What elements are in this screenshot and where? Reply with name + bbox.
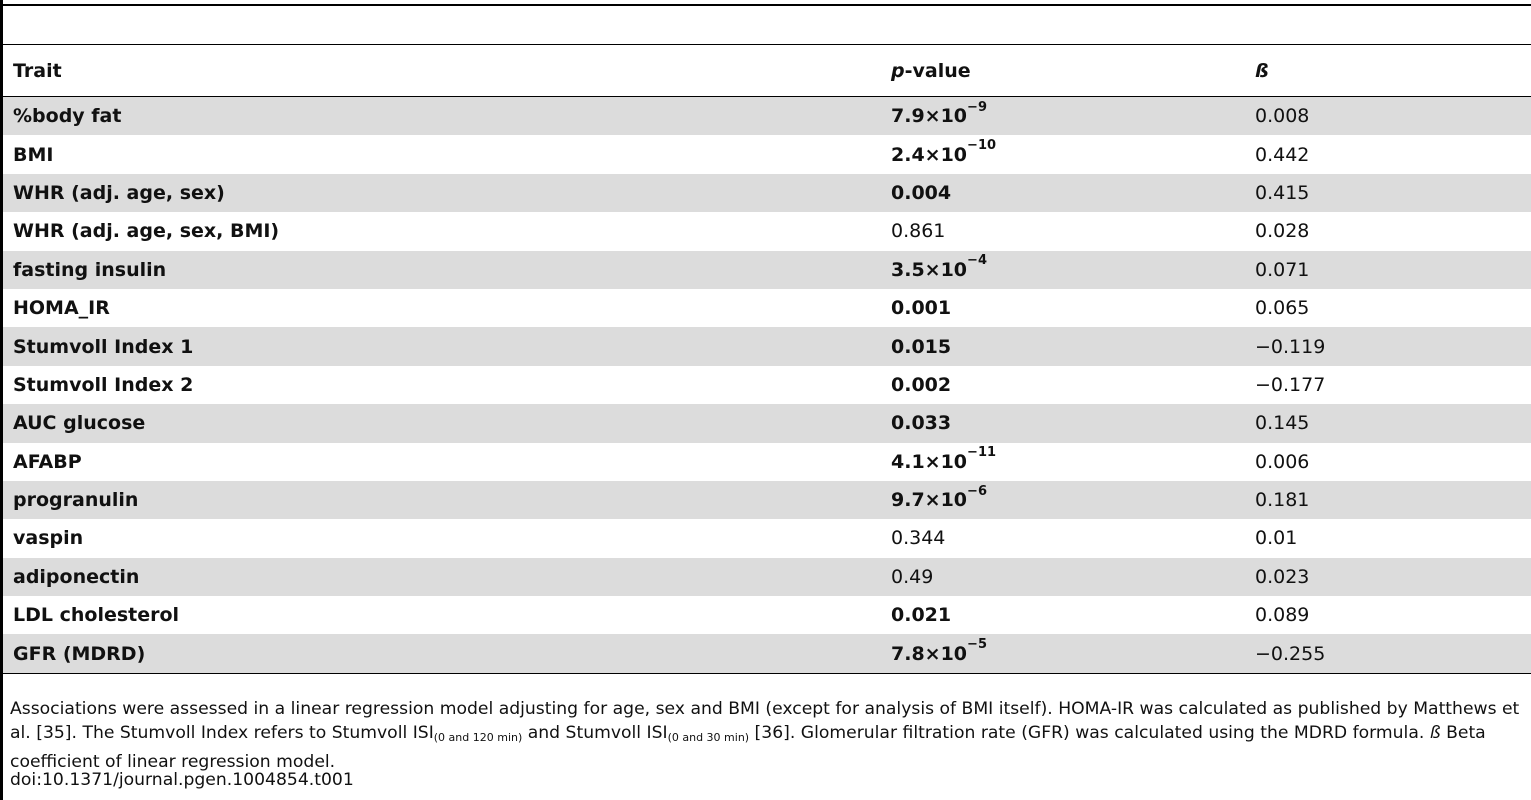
beta-cell: 0.089 (1255, 604, 1310, 627)
trait-cell: %body fat (13, 105, 122, 128)
table-row: HOMA_IR 0.001 0.065 (3, 289, 1531, 327)
footnote-sub2: (0 and 30 min) (667, 731, 750, 744)
data-table: Trait p -value ß %body fat 7.9 ×10 −9 0.008 BM… (3, 45, 1531, 674)
pvalue-cell: 0.861 (891, 220, 946, 243)
trait-cell: AUC glucose (13, 412, 146, 435)
table-row: vaspin 0.344 0.01 (3, 519, 1531, 557)
trait-cell: LDL cholesterol (13, 604, 180, 627)
footnote-part3: [36]. Glomerular filtration rate (GFR) w… (749, 723, 1430, 743)
header-pvalue-rest: -value (904, 59, 971, 82)
table-body: %body fat 7.9 ×10 −9 0.008 BMI 2.4 ×10 −10 0.442 W… (3, 97, 1531, 674)
table-row: BMI 2.4 ×10 −10 0.442 (3, 135, 1531, 173)
footnote-beta-symbol: ß (1429, 723, 1441, 743)
pvalue-mantissa: 3.5 (891, 258, 925, 281)
pvalue-mantissa: 9.7 (891, 489, 925, 512)
trait-cell: HOMA_IR (13, 297, 110, 320)
table-row: AUC glucose 0.033 0.145 (3, 404, 1531, 443)
pvalue-times-ten: ×10 (924, 450, 968, 473)
beta-cell: 0.065 (1255, 297, 1310, 320)
beta-cell: 0.023 (1255, 565, 1310, 588)
table-header-rule (0, 44, 1531, 45)
beta-cell: −0.119 (1255, 335, 1326, 358)
beta-cell: 0.071 (1255, 258, 1310, 281)
pvalue-cell: 4.1 ×10 −11 (891, 443, 996, 481)
pvalue-exponent: −10 (967, 138, 997, 154)
trait-cell: GFR (MDRD) (13, 642, 146, 665)
pvalue-exponent: −4 (967, 253, 987, 269)
pvalue-cell: 7.8 ×10 −5 (891, 634, 987, 672)
trait-cell: WHR (adj. age, sex) (13, 181, 225, 204)
pvalue-cell: 3.5 ×10 −4 (891, 251, 987, 289)
table-row: WHR (adj. age, sex, BMI) 0.861 0.028 (3, 212, 1531, 250)
trait-cell: adiponectin (13, 565, 140, 588)
pvalue-mantissa: 4.1 (891, 450, 925, 473)
beta-cell: 0.415 (1255, 181, 1310, 204)
table-top-rule (0, 4, 1531, 6)
pvalue-mantissa: 7.9 (891, 105, 925, 128)
trait-cell: Stumvoll Index 2 (13, 373, 194, 396)
pvalue-times-ten: ×10 (924, 642, 968, 665)
footnote-part1: Associations were assessed in a linear r… (10, 699, 1520, 743)
trait-cell: vaspin (13, 527, 84, 550)
pvalue-cell: 0.015 (891, 335, 952, 358)
header-beta: ß (1255, 59, 1269, 82)
pvalue-mantissa: 7.8 (891, 642, 925, 665)
beta-cell: 0.006 (1255, 450, 1310, 473)
table-row: LDL cholesterol 0.021 0.089 (3, 596, 1531, 634)
pvalue-cell: 7.9 ×10 −9 (891, 97, 987, 135)
table-row: WHR (adj. age, sex) 0.004 0.415 (3, 173, 1531, 213)
table-row: %body fat 7.9 ×10 −9 0.008 (3, 97, 1531, 136)
pvalue-mantissa: 2.4 (891, 143, 925, 166)
pvalue-times-ten: ×10 (924, 489, 968, 512)
pvalue-cell: 0.004 (891, 181, 952, 204)
table-row: fasting insulin 3.5 ×10 −4 0.071 (3, 250, 1531, 289)
trait-cell: Stumvoll Index 1 (13, 335, 194, 358)
table-row: Stumvoll Index 1 0.015 −0.119 (3, 327, 1531, 366)
header-pvalue-p: p (891, 59, 905, 82)
pvalue-times-ten: ×10 (924, 105, 968, 128)
table-header-row: Trait p -value ß (3, 45, 1531, 97)
pvalue-cell: 0.021 (891, 604, 952, 627)
trait-cell: WHR (adj. age, sex, BMI) (13, 220, 280, 243)
beta-cell: 0.008 (1255, 105, 1310, 128)
doi-text: doi:10.1371/journal.pgen.1004854.t001 (10, 770, 354, 790)
pvalue-cell: 0.033 (891, 412, 952, 435)
pvalue-cell: 0.344 (891, 527, 946, 550)
pvalue-cell: 0.002 (891, 373, 952, 396)
pvalue-cell: 0.001 (891, 297, 952, 320)
pvalue-cell: 9.7 ×10 −6 (891, 481, 987, 519)
footnote-sub1: (0 and 120 min) (433, 731, 523, 744)
pvalue-cell: 2.4 ×10 −10 (891, 135, 996, 173)
beta-cell: 0.181 (1255, 489, 1310, 512)
trait-cell: AFABP (13, 450, 82, 473)
beta-cell: 0.145 (1255, 412, 1310, 435)
pvalue-exponent: −5 (967, 637, 987, 653)
left-border (0, 0, 3, 800)
footnote-part2: and Stumvoll ISI (522, 723, 668, 743)
pvalue-cell: 0.49 (891, 565, 934, 588)
table-row: Stumvoll Index 2 0.002 −0.177 (3, 366, 1531, 404)
header-pvalue: p -value (891, 45, 971, 96)
trait-cell: BMI (13, 143, 54, 166)
beta-cell: 0.442 (1255, 143, 1310, 166)
pvalue-exponent: −6 (967, 483, 987, 499)
pvalue-exponent: −9 (967, 99, 987, 115)
trait-cell: fasting insulin (13, 258, 167, 281)
footnote-part4: Beta coefficient of linear regression mo… (10, 723, 1486, 772)
pvalue-times-ten: ×10 (924, 258, 968, 281)
table-footnote: Associations were assessed in a linear r… (10, 697, 1522, 774)
trait-cell: progranulin (13, 489, 139, 512)
beta-cell: −0.177 (1255, 373, 1326, 396)
table-row: AFABP 4.1 ×10 −11 0.006 (3, 443, 1531, 481)
header-trait: Trait (13, 59, 62, 82)
beta-cell: 0.028 (1255, 220, 1310, 243)
beta-cell: 0.01 (1255, 527, 1298, 550)
table-row: progranulin 9.7 ×10 −6 0.181 (3, 480, 1531, 520)
table-row: GFR (MDRD) 7.8 ×10 −5 −0.255 (3, 634, 1531, 674)
table-row: adiponectin 0.49 0.023 (3, 557, 1531, 597)
pvalue-times-ten: ×10 (924, 143, 968, 166)
pvalue-exponent: −11 (967, 445, 997, 461)
beta-cell: −0.255 (1255, 642, 1326, 665)
